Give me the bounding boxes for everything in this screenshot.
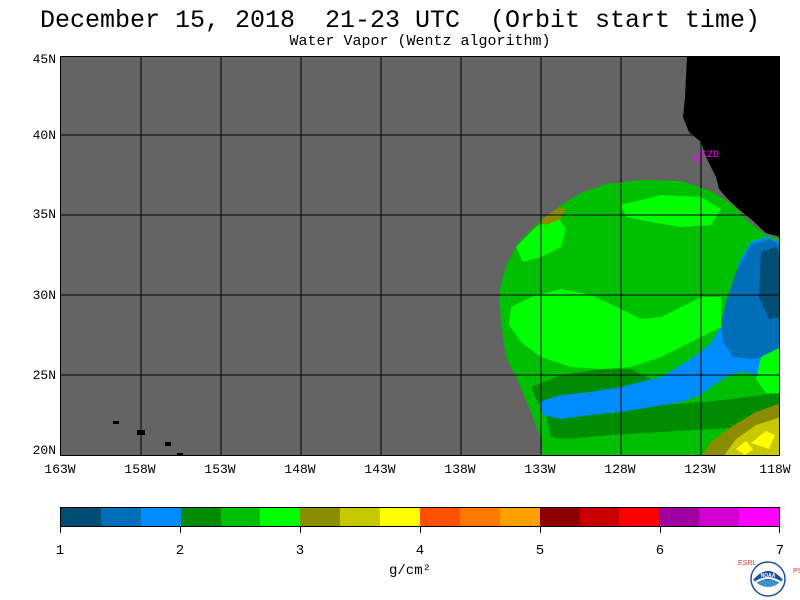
lat-label-25n: 25N [32,368,56,383]
logo-right-text: PSD [793,568,800,575]
color-scale-segment [61,508,101,526]
color-scale-segment [420,508,460,526]
lat-label-20n: 20N [32,443,56,458]
lon-label-133w: 133W [524,462,556,477]
color-scale-segment [380,508,421,526]
cbar-label-4: 4 [415,543,425,559]
color-scale-segment [459,508,500,526]
lon-label-158w: 158W [124,462,156,477]
map-title: December 15, 2018 21-23 UTC (Orbit start… [39,6,761,35]
cbar-tick [60,527,61,533]
lat-label-45n: 45N [32,52,56,67]
cbar-label-5: 5 [535,543,545,559]
cbar-tick [779,527,780,533]
noaa-logo: ESRL PSD NOAA [736,560,800,598]
lon-label-143w: 143W [364,462,396,477]
map-grid [61,57,779,455]
color-scale-segment [340,508,381,526]
color-scale-segment [220,508,261,526]
lon-label-138w: 138W [444,462,476,477]
color-scale-segment [619,508,660,526]
water-vapor-map[interactable]: CZD [60,56,780,456]
cbar-label-7: 7 [775,543,785,559]
cbar-label-6: 6 [655,543,665,559]
cbar-tick [420,527,421,533]
noaa-emblem-icon: NOAA [750,561,786,597]
hawaii-islands [113,421,183,455]
color-scale-segment [659,508,700,526]
color-scale-segment [699,508,740,526]
cbar-tick [180,527,181,533]
cbar-label-1: 1 [55,543,65,559]
units-label: g/cm² [388,563,431,579]
map-canvas: CZD [61,57,779,455]
cbar-label-3: 3 [295,543,305,559]
lat-label-40n: 40N [32,128,56,143]
logo-left-text: ESRL [738,560,757,567]
land-mass [683,57,779,237]
logo-center-text: NOAA [761,573,776,579]
color-scale-segment [100,508,141,526]
color-scale-segment [499,508,540,526]
station-label: CZD [701,150,719,161]
color-scale-segment [180,508,221,526]
lon-label-153w: 153W [204,462,236,477]
color-scale-segment [739,508,780,526]
lat-label-35n: 35N [32,207,56,222]
color-scale-segment [579,508,620,526]
color-scale-segment [300,508,341,526]
map-subtitle: Water Vapor (Wentz algorithm) [289,33,551,50]
lon-label-123w: 123W [684,462,716,477]
cbar-label-2: 2 [175,543,185,559]
color-scale-segment [140,508,181,526]
cbar-tick [540,527,541,533]
lon-label-148w: 148W [284,462,316,477]
station-marker [693,154,701,162]
color-scale-bar [60,507,780,527]
water-vapor-swath [499,180,779,455]
cbar-tick [300,527,301,533]
lon-label-163w: 163W [44,462,76,477]
lon-label-118w: 118W [759,462,791,477]
color-scale-segment [539,508,580,526]
lat-label-30n: 30N [32,288,56,303]
lon-label-128w: 128W [604,462,636,477]
cbar-tick [660,527,661,533]
color-scale-segment [260,508,301,526]
